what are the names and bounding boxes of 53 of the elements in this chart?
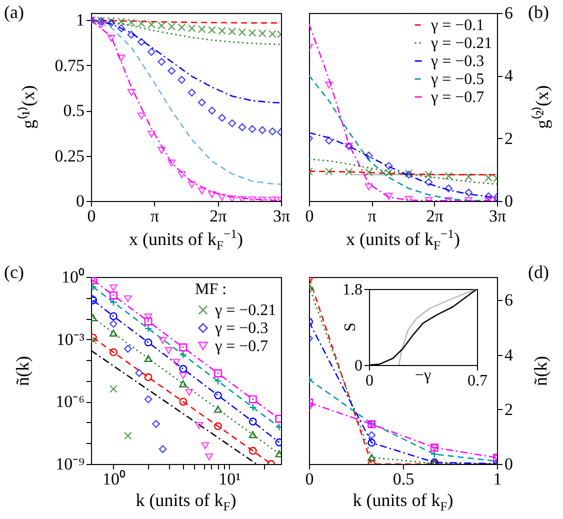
legend-label: γ = −0.7 <box>430 89 484 106</box>
x-tick-label: 0 <box>305 206 314 226</box>
x-tick-label: 2π <box>210 206 228 226</box>
y-tick-label: 2 <box>504 128 513 148</box>
y-tick-label: 10⁻³ <box>56 330 84 349</box>
y-tick-label: 0.25 <box>54 146 84 166</box>
y-tick-label: 10⁻⁶ <box>56 392 85 412</box>
x-tick-label: π <box>150 206 160 226</box>
y-tick-label: 2 <box>504 400 513 419</box>
x-tick-label: 3π <box>272 206 290 226</box>
y-axis-title: S <box>342 322 360 332</box>
y-tick-label: 4 <box>504 345 514 364</box>
legend-label: γ = −0.3 <box>214 320 268 337</box>
y-tick-label: 1.8 <box>342 282 362 298</box>
x-axis-title: x (units of k$_{F}$$^{−1}$) <box>129 227 243 254</box>
y-axis-title: g⁽²⁾(x) <box>530 85 553 129</box>
legend-label: γ = −0.3 <box>430 53 484 70</box>
legend-title: MF : <box>195 281 227 298</box>
y-tick-label: 0 <box>76 192 84 210</box>
x-tick-label: 2π <box>426 206 444 226</box>
y-axis-title: ñ(k) <box>12 356 34 386</box>
y-tick-label: 4 <box>504 66 514 86</box>
x-axis-title: −γ <box>414 367 432 385</box>
x-tick-label: π <box>368 206 377 226</box>
x-axis-title: x (units of k$_{F}$$^{−1}$) <box>346 227 460 254</box>
x-axis-title: k (units of k$_{F}$) <box>352 490 454 515</box>
text: (b) <box>528 2 549 23</box>
x-tick-label: 3π <box>488 206 506 226</box>
x-axis-title: k (units of k$_{F}$) <box>136 490 236 515</box>
x-tick-label: 10⁰ <box>102 470 126 488</box>
x-tick-label: 0.7 <box>468 372 488 390</box>
y-tick-label: 10⁰ <box>62 268 84 286</box>
text: (a) <box>4 2 24 23</box>
text: (d) <box>528 262 549 283</box>
legend-label: γ = −0.21 <box>430 35 492 52</box>
y-axis-title: ñ(k) <box>530 356 552 386</box>
x-tick-label: 0 <box>305 470 314 488</box>
y-tick-label: 0 <box>504 192 513 210</box>
x-tick-label: 0.5 <box>392 470 414 488</box>
y-tick-label: 0.75 <box>54 56 84 75</box>
y-tick-label: 0.5 <box>63 101 84 120</box>
text: (c) <box>4 262 24 283</box>
y-tick-label: 10⁻⁹ <box>56 454 85 474</box>
y-tick-label: 0 <box>504 454 513 474</box>
legend-label: γ = −0.21 <box>214 302 276 319</box>
legend-label: γ = −0.7 <box>214 338 268 355</box>
y-axis-title: g⁽¹⁾(x) <box>16 85 39 129</box>
y-tick-label: 6 <box>504 290 513 310</box>
legend-label: γ = −0.1 <box>430 17 484 34</box>
y-tick-label: 1 <box>76 10 84 30</box>
legend-label: γ = −0.5 <box>430 71 484 88</box>
x-tick-label: 10¹ <box>218 470 241 488</box>
y-tick-label: 6 <box>504 4 513 22</box>
